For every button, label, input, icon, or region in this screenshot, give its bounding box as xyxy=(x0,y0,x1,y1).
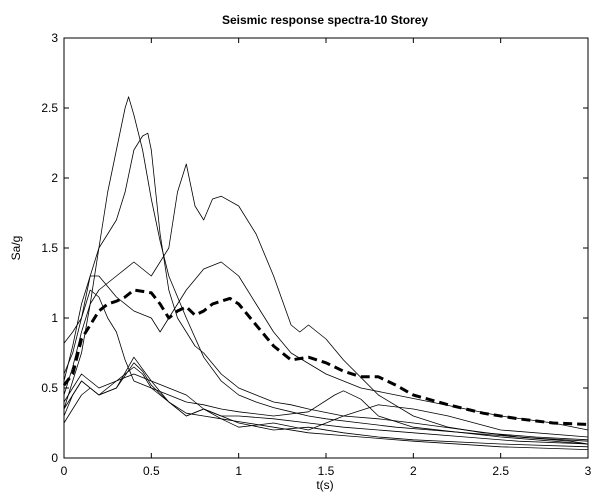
y-tick-label: 1.5 xyxy=(41,241,58,255)
series-line-8 xyxy=(63,373,589,445)
series-line-1 xyxy=(63,96,589,445)
y-tick-label: 2 xyxy=(51,171,58,185)
series-line-4 xyxy=(63,261,589,431)
x-tick-label: 2 xyxy=(410,464,417,478)
x-tick-label: 0 xyxy=(61,464,68,478)
series-line-2 xyxy=(63,132,589,442)
y-tick-label: 3 xyxy=(51,31,58,45)
y-tick-label: 0 xyxy=(51,451,58,465)
x-tick-label: 1 xyxy=(235,464,242,478)
y-tick-label: 2.5 xyxy=(41,101,58,115)
y-axis-label: Sa/g xyxy=(9,236,23,261)
y-tick-label: 1 xyxy=(51,311,58,325)
series-line-mean xyxy=(62,288,589,426)
x-tick-label: 3 xyxy=(585,464,592,478)
x-tick-label: 1.5 xyxy=(318,464,335,478)
series-line-3 xyxy=(63,163,589,441)
plot-area xyxy=(63,37,589,459)
series-line-9 xyxy=(63,362,589,450)
series-line-5 xyxy=(63,289,589,445)
series-layer xyxy=(62,96,589,450)
x-axis-ticks: 0 0.5 1 1.5 2 2.5 3 xyxy=(61,38,592,478)
x-tick-label: 2.5 xyxy=(492,464,509,478)
chart-title: Seismic response spectra-10 Storey xyxy=(222,13,428,27)
x-axis-label: t(s) xyxy=(316,478,333,492)
y-axis-ticks: 0 0.5 1 1.5 2 2.5 3 xyxy=(41,31,588,465)
y-tick-label: 0.5 xyxy=(41,381,58,395)
x-tick-label: 0.5 xyxy=(143,464,160,478)
